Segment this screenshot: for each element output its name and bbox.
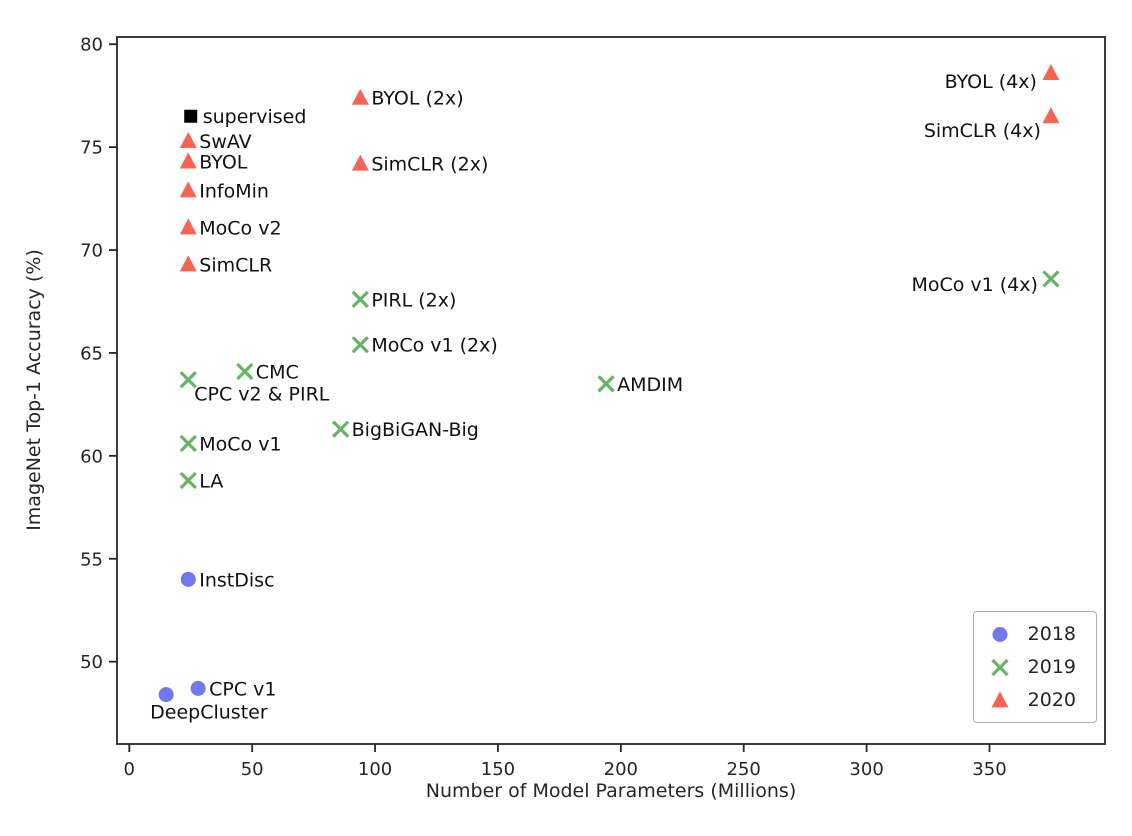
x-tick-label-150: 150 (481, 759, 515, 780)
marker-simclr-4x (1042, 107, 1060, 124)
point-label-supervised: supervised (203, 106, 307, 128)
legend-label-2019: 2019 (1027, 656, 1076, 678)
marker-la (179, 471, 197, 490)
marker-byol-4x (1042, 64, 1060, 81)
legend-item-2019: 2019 (987, 654, 1076, 680)
marker-bigbigan-big (332, 420, 350, 438)
marker-byol-2x (351, 88, 369, 105)
marker-moco-v1 (179, 434, 197, 453)
x-tick-label-100: 100 (358, 759, 392, 780)
point-label-deepcluster: DeepCluster (150, 702, 268, 724)
marker-cmc (236, 362, 254, 381)
marker-amdim (597, 375, 615, 393)
marker-infomin (179, 181, 197, 198)
x-tick-label-250: 250 (727, 759, 761, 780)
marker-moco-v1-2x (351, 336, 369, 354)
point-label-simclr: SimCLR (199, 254, 272, 276)
legend-triangle-icon (991, 691, 1009, 708)
point-label-bigbigan-big: BigBiGAN-Big (352, 419, 479, 441)
legend-item-2020: 2020 (987, 687, 1076, 713)
y-tick-label-50: 50 (80, 652, 103, 673)
marker-instdisc (180, 571, 196, 587)
point-label-byol-2x: BYOL (2x) (371, 88, 463, 110)
point-label-pirl-2x: PIRL (2x) (371, 289, 456, 311)
point-label-amdim: AMDIM (617, 374, 683, 396)
marker-cpc-v1 (190, 680, 206, 696)
point-label-moco-v2: MoCo v2 (199, 217, 281, 239)
point-label-moco-v1-2x: MoCo v1 (2x) (371, 335, 497, 357)
y-tick-label-60: 60 (80, 446, 103, 467)
marker-deepcluster (158, 687, 174, 703)
x-tick-label-200: 200 (604, 759, 638, 780)
axes-frame (116, 36, 1106, 745)
point-label-simclr-2x: SimCLR (2x) (371, 154, 488, 176)
point-label-simclr-4x: SimCLR (4x) (924, 120, 1041, 142)
marker-pirl-2x (351, 290, 369, 309)
y-tick-label-70: 70 (80, 241, 103, 262)
marker-supervised (184, 109, 198, 123)
x-tick-label-0: 0 (124, 759, 135, 780)
marker-swav (179, 131, 197, 148)
legend-marker-2020 (991, 691, 1009, 708)
point-label-moco-v1-4x: MoCo v1 (4x) (911, 274, 1037, 296)
point-label-byol-4x: BYOL (4x) (945, 71, 1037, 93)
x-tick-label-300: 300 (849, 759, 883, 780)
legend-circle-icon (992, 627, 1008, 642)
legend-x-icon (991, 658, 1009, 677)
point-label-swav: SwAV (199, 131, 251, 153)
point-label-moco-v1: MoCo v1 (199, 433, 281, 455)
marker-byol (179, 152, 197, 169)
point-label-instdisc: InstDisc (199, 569, 274, 591)
y-tick-label-75: 75 (80, 138, 103, 159)
legend-marker-2018 (992, 627, 1008, 642)
x-axis-title: Number of Model Parameters (Millions) (425, 780, 797, 802)
legend-marker-2019 (991, 658, 1009, 677)
point-label-cmc: CMC (256, 361, 299, 383)
marker-moco-v1-4x (1042, 270, 1060, 288)
point-label-cpc-v1: CPC v1 (209, 678, 276, 700)
y-tick-label-55: 55 (80, 549, 103, 570)
legend-label-2020: 2020 (1027, 689, 1076, 711)
legend: 2018 2019 2020 (972, 611, 1097, 723)
legend-label-2018: 2018 (1027, 623, 1076, 645)
point-label-la: LA (199, 471, 223, 493)
x-tick-label-50: 50 (241, 759, 264, 780)
point-label-infomin: InfoMin (199, 180, 269, 202)
point-label-cpc-v2-pirl: CPC v2 & PIRL (194, 384, 330, 406)
marker-simclr (179, 255, 197, 272)
marker-simclr-2x (351, 154, 369, 171)
marker-moco-v2 (179, 218, 197, 235)
point-label-byol: BYOL (199, 152, 248, 174)
marker-cpc-v2-pirl (179, 371, 197, 389)
y-tick-label-65: 65 (80, 343, 103, 364)
y-axis-title: ImageNet Top-1 Accuracy (%) (23, 249, 45, 531)
x-tick-label-350: 350 (972, 759, 1006, 780)
legend-item-2018: 2018 (987, 621, 1076, 647)
y-tick-label-80: 80 (80, 35, 103, 56)
